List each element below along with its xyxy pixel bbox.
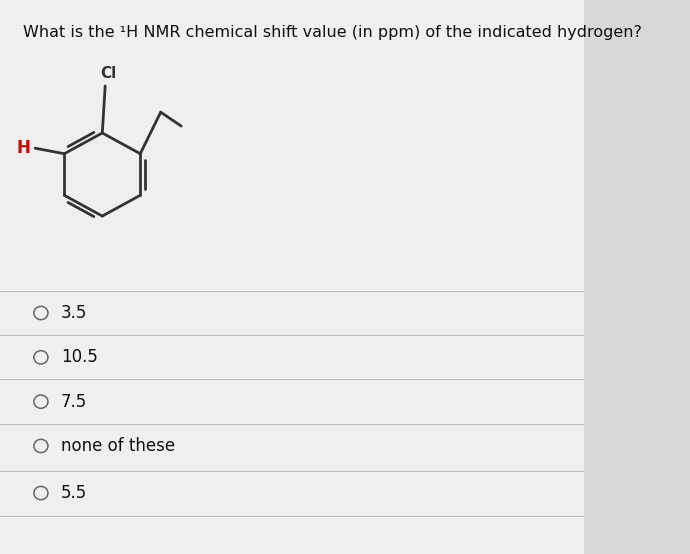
Text: 10.5: 10.5: [61, 348, 98, 366]
Text: H: H: [17, 139, 30, 157]
Text: 7.5: 7.5: [61, 393, 87, 411]
Text: What is the ¹H NMR chemical shift value (in ppm) of the indicated hydrogen?: What is the ¹H NMR chemical shift value …: [23, 25, 642, 40]
Text: 5.5: 5.5: [61, 484, 87, 502]
Text: 3.5: 3.5: [61, 304, 87, 322]
Text: Cl: Cl: [100, 66, 116, 81]
FancyBboxPatch shape: [0, 0, 584, 554]
Text: none of these: none of these: [61, 437, 175, 455]
